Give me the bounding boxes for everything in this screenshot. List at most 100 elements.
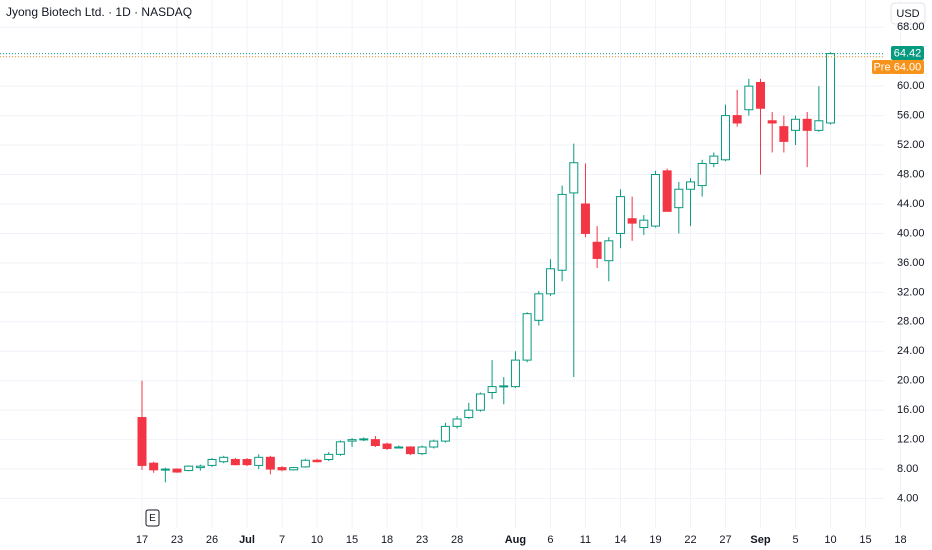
candle-body (394, 446, 404, 449)
y-tick-label: 40.00 (897, 227, 925, 239)
candle-body (580, 203, 590, 234)
candle-body (674, 188, 684, 209)
y-tick-label: 52.00 (897, 139, 925, 151)
y-tick-label: 24.00 (897, 345, 925, 357)
x-tick-label: 7 (279, 534, 285, 546)
x-tick-label: 15 (859, 534, 871, 546)
currency-button[interactable] (890, 2, 926, 25)
candle-body (697, 162, 707, 187)
candle-body (219, 456, 229, 463)
earnings-marker: E (149, 513, 156, 524)
candle-body (440, 425, 450, 442)
candle-body (487, 386, 497, 394)
x-tick-label: 22 (684, 534, 696, 546)
candle-body (522, 313, 532, 361)
candle-body (405, 446, 415, 455)
candle-body (254, 456, 264, 466)
candle-body (709, 155, 719, 164)
y-tick-label: 44.00 (897, 198, 925, 210)
candle-body (359, 438, 369, 441)
y-tick-label: 28.00 (897, 316, 925, 328)
candle-body (335, 441, 345, 455)
x-tick-label: 28 (451, 534, 463, 546)
candle-body (464, 409, 474, 419)
x-tick-label: 17 (136, 534, 148, 546)
candle-body (779, 126, 789, 142)
candle-body (429, 440, 439, 448)
candle-body (627, 218, 637, 224)
x-tick-label: 10 (311, 534, 323, 546)
y-tick-label: 4.00 (897, 492, 918, 504)
y-tick-label: 20.00 (897, 375, 925, 387)
x-tick-label: 15 (346, 534, 358, 546)
x-tick-label: 14 (614, 534, 626, 546)
candle-body (662, 170, 672, 212)
candle-body (615, 196, 625, 234)
candle-body (767, 120, 777, 124)
y-tick-label: 12.00 (897, 434, 925, 446)
x-tick-label: Sep (750, 534, 770, 546)
x-tick-label: 27 (719, 534, 731, 546)
candle-body (370, 439, 380, 447)
candle-body (721, 115, 730, 161)
candle-body (475, 393, 485, 411)
candle-body (172, 468, 182, 473)
candle-body (814, 120, 824, 131)
x-tick-label: Aug (505, 534, 526, 546)
y-tick-label: 32.00 (897, 286, 925, 298)
candle-body (300, 459, 310, 468)
candle-body (592, 241, 602, 259)
y-tick-label: 56.00 (897, 110, 925, 122)
earnings-box (145, 509, 160, 527)
candle-body (534, 293, 544, 321)
candle-body (802, 118, 812, 131)
x-tick-label: 18 (894, 534, 906, 546)
candle-body (604, 240, 614, 262)
candle-body (382, 443, 392, 449)
candle-body (242, 459, 252, 466)
y-tick-label: 60.00 (897, 80, 925, 92)
candle-body (207, 459, 217, 466)
candle-body (312, 459, 322, 463)
candle-body (230, 459, 240, 466)
candle-body (499, 385, 509, 388)
candle-body (650, 174, 660, 227)
y-tick-label: 48.00 (897, 168, 925, 180)
plot (137, 52, 836, 483)
candle-body (744, 85, 754, 111)
candle-body (557, 193, 567, 271)
candle-body (732, 115, 742, 124)
premarket-price-label: 64.00 (894, 61, 922, 73)
y-tick-label: 36.00 (897, 257, 925, 269)
x-tick-label: Jul (239, 534, 255, 546)
candle-body (569, 162, 579, 194)
candle-body (756, 81, 766, 109)
x-tick-label: 26 (206, 534, 218, 546)
candle-body (347, 439, 357, 442)
candle-body (417, 446, 427, 455)
candle-body (510, 359, 520, 388)
candle-body (195, 465, 205, 469)
candle-body (791, 118, 801, 131)
x-tick-label: 11 (580, 534, 591, 546)
candle-body (149, 462, 159, 471)
x-tick-label: 5 (792, 534, 798, 546)
currency[interactable]: USD (896, 8, 919, 20)
premarket-tag: Pre (873, 61, 890, 73)
premarket-price-box (891, 60, 924, 74)
y-tick-label: 8.00 (897, 463, 918, 475)
candle-body (685, 181, 695, 190)
premarket-tag-box (872, 60, 892, 74)
candle-body (639, 219, 649, 229)
candle-body (289, 467, 299, 471)
candle-body (137, 417, 147, 466)
x-tick-label: 10 (824, 534, 836, 546)
y-tick-label: 16.00 (897, 404, 925, 416)
candle-body (452, 418, 462, 427)
x-tick-label: 23 (416, 534, 428, 546)
candle-body (324, 453, 334, 461)
x-tick-label: 23 (171, 534, 183, 546)
candle-body (545, 268, 555, 295)
y-tick-label: 68.00 (897, 21, 925, 33)
